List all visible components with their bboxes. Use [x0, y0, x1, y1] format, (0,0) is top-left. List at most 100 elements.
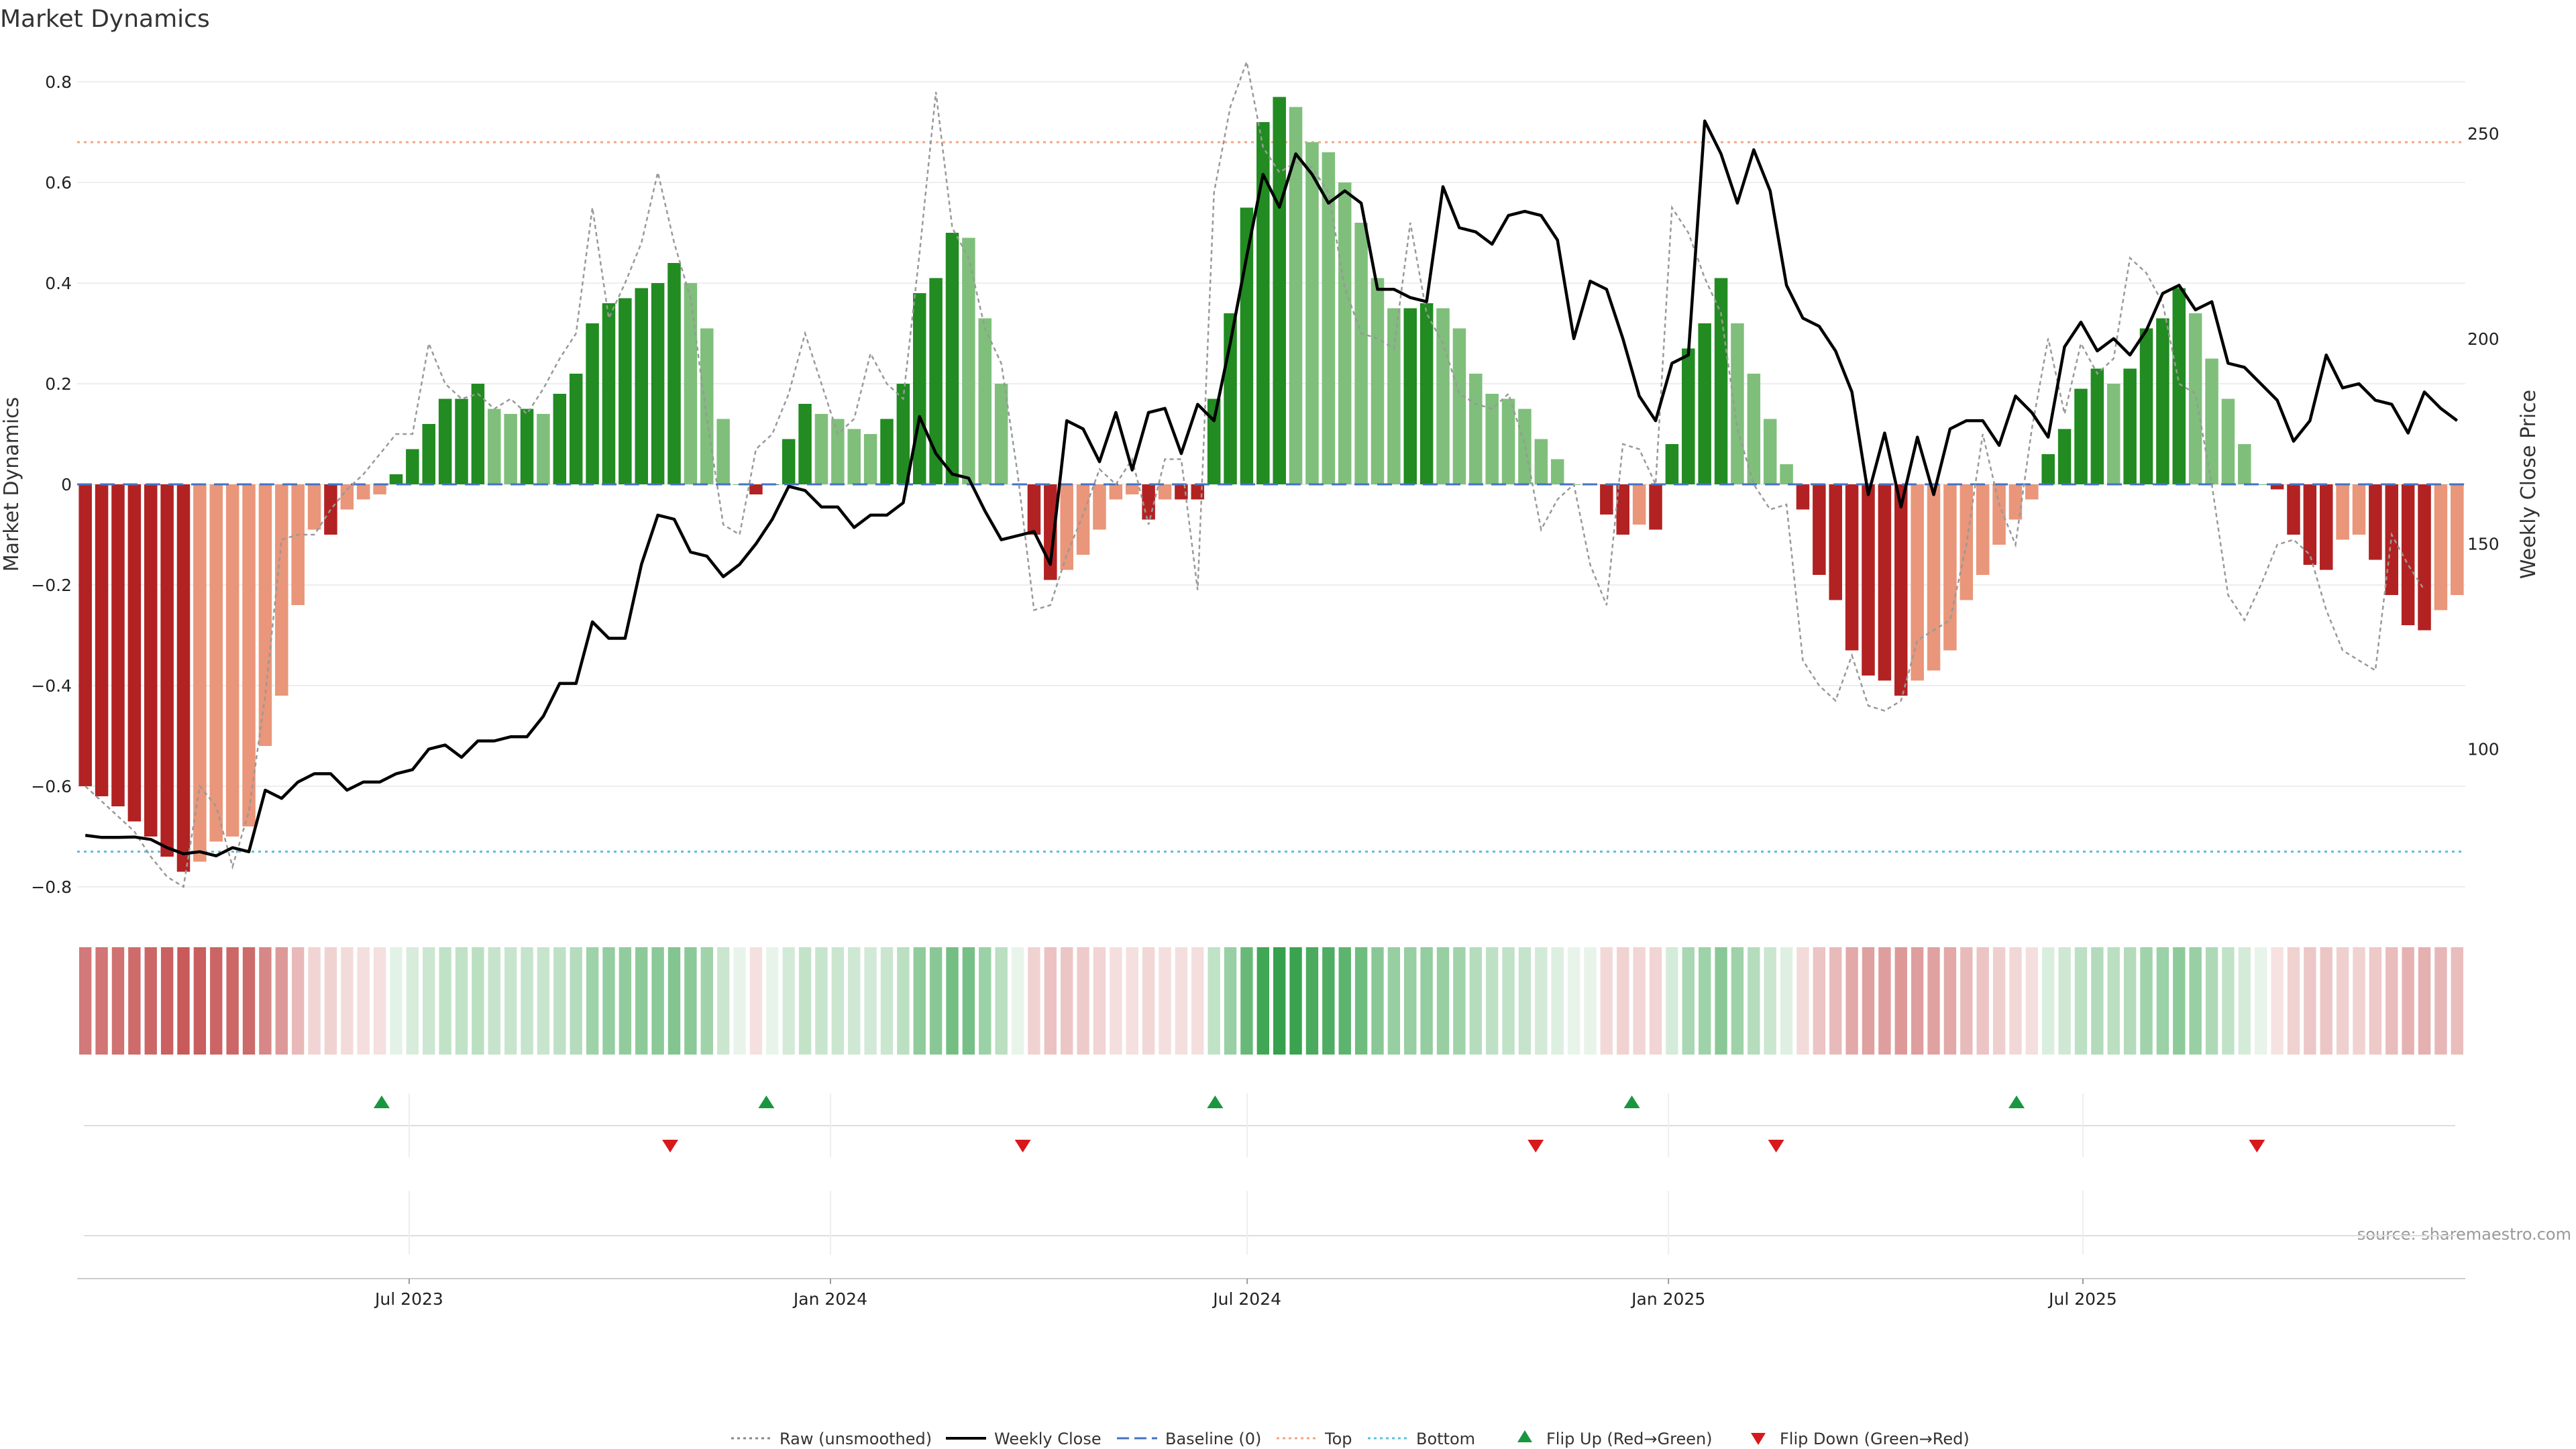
y-tick-left: −0.2 [31, 576, 72, 595]
bar [1060, 484, 1073, 570]
heat-cell [815, 947, 828, 1055]
bar [1813, 484, 1826, 575]
bar [1158, 484, 1172, 500]
heat-cell [1371, 947, 1384, 1055]
bar [1338, 182, 1352, 484]
heat-cell [897, 947, 910, 1055]
heat-cell [439, 947, 451, 1055]
legend: Raw (unsmoothed) Weekly Close Baseline (0)… [731, 1430, 1970, 1448]
flip-down-marker [2249, 1140, 2265, 1152]
y-tick-left: 0 [61, 475, 72, 494]
bar [2107, 384, 2121, 484]
bar [1305, 142, 1319, 484]
heat-cell [2402, 947, 2414, 1055]
bar [1600, 484, 1613, 515]
bar [176, 484, 191, 872]
heat-cell [1289, 947, 1302, 1055]
heat-cell [1780, 947, 1793, 1055]
bar [324, 484, 337, 535]
bar [2090, 368, 2104, 484]
bar [1780, 464, 1793, 484]
bar [537, 414, 550, 484]
bar [880, 419, 894, 484]
heat-cell [1551, 947, 1564, 1055]
x-tick-label: Jan 2024 [792, 1289, 867, 1309]
heat-cell [2451, 947, 2463, 1055]
flip-up-marker [373, 1095, 390, 1108]
bar [1550, 459, 1564, 484]
heat-cell [2140, 947, 2153, 1055]
bar [2254, 484, 2267, 485]
bar [896, 384, 910, 484]
heat-cell [1796, 947, 1809, 1055]
bar [111, 484, 125, 806]
bar [1207, 398, 1221, 484]
heat-cell [1142, 947, 1155, 1055]
chart-title: Market Dynamics [0, 5, 210, 33]
bar [831, 419, 845, 484]
bar [1845, 484, 1859, 651]
heat-cell [1322, 947, 1335, 1055]
heat-cell [1567, 947, 1580, 1055]
heat-cell [1748, 947, 1760, 1055]
bar [1616, 484, 1629, 535]
bar [78, 484, 92, 786]
bar [945, 233, 959, 484]
heat-cell [1485, 947, 1499, 1055]
heat-cell [95, 947, 108, 1055]
bar [2369, 484, 2382, 560]
heat-cell [177, 947, 190, 1055]
flip-up-marker [1623, 1095, 1640, 1108]
heat-cell [619, 947, 632, 1055]
legend-item: Raw (unsmoothed) [731, 1430, 932, 1448]
heat-cell [831, 947, 845, 1055]
bar [929, 278, 943, 484]
heat-cell [1960, 947, 1973, 1055]
bar [1501, 398, 1515, 484]
source-note: source: sharemaestro.com [2357, 1225, 2571, 1244]
heat-cell [586, 947, 599, 1055]
heat-cell [2353, 947, 2365, 1055]
legend-label: Flip Up (Red→Green) [1546, 1430, 1713, 1448]
heat-cell [1175, 947, 1188, 1055]
heat-cell [684, 947, 697, 1055]
heat-cell [570, 947, 582, 1055]
heat-cell [1453, 947, 1466, 1055]
bar [2008, 484, 2023, 520]
heat-cell [472, 947, 484, 1055]
x-axis: Jul 2023 Jan 2024 Jul 2024 Jan 2025 Jul 2025 [77, 1093, 2465, 1309]
heat-cell [1600, 947, 1613, 1055]
bar [814, 414, 828, 484]
bar [2172, 288, 2186, 484]
heat-cell [2173, 947, 2186, 1055]
bar [1109, 484, 1123, 500]
bar [1354, 223, 1368, 484]
bar [2025, 484, 2039, 500]
heat-cell [1862, 947, 1875, 1055]
heat-cell [2369, 947, 2382, 1055]
y-tick-left: 0.2 [45, 374, 72, 394]
heat-cell [1502, 947, 1515, 1055]
bar [2221, 398, 2235, 484]
y-tick-left: 0.8 [45, 72, 72, 92]
bar [406, 449, 419, 484]
bar [2319, 484, 2333, 570]
bar [471, 384, 485, 484]
weekly-close-line [85, 119, 2459, 858]
heat-cell [1731, 947, 1744, 1055]
heat-cell [946, 947, 959, 1055]
bar [1371, 278, 1385, 484]
bar [798, 404, 812, 484]
heat-cell [651, 947, 664, 1055]
heat-cell [2205, 947, 2218, 1055]
bar [749, 484, 763, 494]
bar [2418, 484, 2431, 631]
bar [1256, 122, 1270, 484]
heat-strip [79, 947, 2463, 1055]
heat-cell [2189, 947, 2202, 1055]
heat-cell [1436, 947, 1450, 1055]
heat-cell [1764, 947, 1776, 1055]
x-tick-label: Jul 2024 [1212, 1289, 1281, 1309]
bar [1485, 394, 1499, 484]
bar [2057, 429, 2072, 484]
